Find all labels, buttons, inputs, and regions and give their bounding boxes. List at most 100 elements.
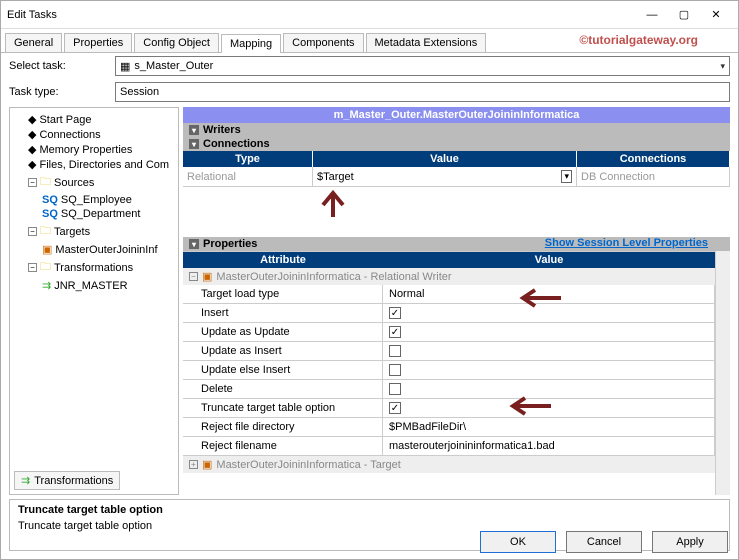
attr-header: Attribute Value	[183, 252, 715, 268]
tree-start-page[interactable]: ◆Start Page	[12, 112, 176, 127]
attr-value[interactable]: $PMBadFileDir\	[383, 418, 715, 436]
chevron-down-icon: ▾	[720, 61, 725, 72]
attr-row[interactable]: Delete	[183, 380, 715, 399]
connections-section[interactable]: ▾Connections	[183, 137, 730, 151]
tab-config-object[interactable]: Config Object	[134, 33, 219, 52]
folder-icon: 🗀	[40, 222, 51, 241]
titlebar: Edit Tasks — ▢ ✕	[1, 1, 738, 29]
attr-row[interactable]: Insert✓	[183, 304, 715, 323]
show-session-level-link[interactable]: Show Session Level Properties	[545, 237, 708, 249]
attr-name: Truncate target table option	[183, 399, 383, 417]
attr-group-1[interactable]: −▣MasterOuterJoininInformatica - Relatio…	[183, 268, 715, 285]
col-connections: Connections	[577, 151, 730, 167]
panel-tab-transformations[interactable]: ⇉ Transformations	[14, 471, 120, 490]
tab-properties[interactable]: Properties	[64, 33, 132, 52]
checkbox[interactable]: ✓	[389, 326, 401, 338]
attr-row[interactable]: Update as Update ✓	[183, 323, 715, 342]
checkbox[interactable]	[389, 383, 401, 395]
tab-general[interactable]: General	[5, 33, 62, 52]
collapse-icon[interactable]: −	[28, 263, 37, 272]
watermark: ©tutorialgateway.org	[579, 33, 698, 47]
attr-value[interactable]	[383, 361, 715, 379]
task-type-row: Task type: Session	[1, 79, 738, 105]
tree: ◆Start Page ◆Connections ◆Memory Propert…	[10, 108, 178, 297]
tree-sources[interactable]: −🗀Sources	[12, 172, 176, 193]
checkbox[interactable]: ✓	[389, 402, 401, 414]
tree-files[interactable]: ◆Files, Directories and Com	[12, 157, 176, 172]
cell-value[interactable]: $Target ▾	[313, 167, 577, 187]
grid-header: Type Value Connections	[183, 151, 730, 167]
combo-icon: ▦	[120, 60, 130, 73]
checkbox[interactable]: ✓	[389, 307, 401, 319]
attr-row[interactable]: Reject filenamemasterouterjoinininformat…	[183, 437, 715, 456]
memory-icon: ◆	[28, 143, 36, 156]
annotation-arrow-1	[313, 187, 353, 219]
attr-name: Update as Update	[183, 323, 383, 341]
attr-name: Update as Insert	[183, 342, 383, 360]
tree-sq-department[interactable]: SQSQ_Department	[12, 207, 176, 221]
apply-button[interactable]: Apply	[652, 531, 728, 553]
col-type: Type	[183, 151, 313, 167]
spacer	[183, 187, 730, 237]
mapping-title: m_Master_Outer.MasterOuterJoininInformat…	[183, 107, 730, 123]
attr-row[interactable]: Truncate target table option ✓	[183, 399, 715, 418]
scrollbar[interactable]	[715, 251, 730, 495]
expand-icon[interactable]: +	[189, 460, 198, 469]
attr-area: Attribute Value −▣MasterOuterJoininInfor…	[183, 251, 730, 495]
transformation-icon: ⇉	[42, 279, 51, 292]
maximize-button[interactable]: ▢	[668, 5, 700, 25]
ok-button[interactable]: OK	[480, 531, 556, 553]
button-row: OK Cancel Apply	[480, 531, 728, 553]
grid-row[interactable]: Relational $Target ▾ DB Connection	[183, 167, 730, 187]
page-icon: ◆	[28, 113, 36, 126]
collapse-icon[interactable]: −	[28, 227, 37, 236]
tree-target-1[interactable]: ▣MasterOuterJoininInf	[12, 242, 176, 257]
tab-mapping[interactable]: Mapping	[221, 34, 281, 53]
col-value: Value	[313, 151, 577, 167]
attr-row[interactable]: Target load typeNormal	[183, 285, 715, 304]
collapse-icon[interactable]: −	[28, 178, 37, 187]
col-attribute: Attribute	[183, 252, 383, 268]
attr-row[interactable]: Update as Insert	[183, 342, 715, 361]
tree-targets[interactable]: −🗀Targets	[12, 221, 176, 242]
tab-components[interactable]: Components	[283, 33, 363, 52]
close-button[interactable]: ✕	[700, 5, 732, 25]
checkbox[interactable]	[389, 364, 401, 376]
target-icon: ▣	[202, 270, 212, 283]
tree-transformations[interactable]: −🗀Transformations	[12, 257, 176, 278]
select-task-row: Select task: ▦ s_Master_Outer ▾	[1, 53, 738, 79]
folder-icon: 🗀	[40, 173, 51, 192]
tree-sq-employee[interactable]: SQSQ_Employee	[12, 193, 176, 207]
connections-grid: Type Value Connections Relational $Targe…	[183, 151, 730, 187]
files-icon: ◆	[28, 158, 36, 171]
source-icon: SQ	[42, 208, 58, 220]
mapping-panel: m_Master_Outer.MasterOuterJoininInformat…	[183, 107, 730, 495]
minimize-button[interactable]: —	[636, 5, 668, 25]
attr-row[interactable]: Reject file directory$PMBadFileDir\	[183, 418, 715, 437]
expand-icon[interactable]: ▾	[189, 125, 199, 135]
annotation-arrow-2	[513, 288, 563, 308]
attr-name: Delete	[183, 380, 383, 398]
dropdown-icon[interactable]: ▾	[561, 170, 572, 183]
tab-metadata-extensions[interactable]: Metadata Extensions	[366, 33, 487, 52]
attr-value[interactable]: ✓	[383, 323, 715, 341]
tree-jnr-master[interactable]: ⇉JNR_MASTER	[12, 278, 176, 293]
attr-row[interactable]: Update else Insert	[183, 361, 715, 380]
writers-section[interactable]: ▾Writers	[183, 123, 730, 137]
attr-name: Target load type	[183, 285, 383, 303]
expand-icon[interactable]: ▾	[189, 239, 199, 249]
collapse-icon[interactable]: −	[189, 272, 198, 281]
attr-value[interactable]: masterouterjoinininformatica1.bad	[383, 437, 715, 455]
tree-memory[interactable]: ◆Memory Properties	[12, 142, 176, 157]
attr-group-2[interactable]: +▣MasterOuterJoininInformatica - Target	[183, 456, 715, 473]
tree-connections[interactable]: ◆Connections	[12, 127, 176, 142]
expand-icon[interactable]: ▾	[189, 139, 199, 149]
properties-section[interactable]: ▾Properties Show Session Level Propertie…	[183, 237, 730, 251]
attr-value[interactable]	[383, 342, 715, 360]
select-task-combo[interactable]: ▦ s_Master_Outer ▾	[115, 56, 730, 76]
cancel-button[interactable]: Cancel	[566, 531, 642, 553]
main-area: ◆Start Page ◆Connections ◆Memory Propert…	[1, 105, 738, 497]
task-type-label: Task type:	[9, 86, 109, 98]
checkbox[interactable]	[389, 345, 401, 357]
target-icon: ▣	[42, 243, 52, 256]
